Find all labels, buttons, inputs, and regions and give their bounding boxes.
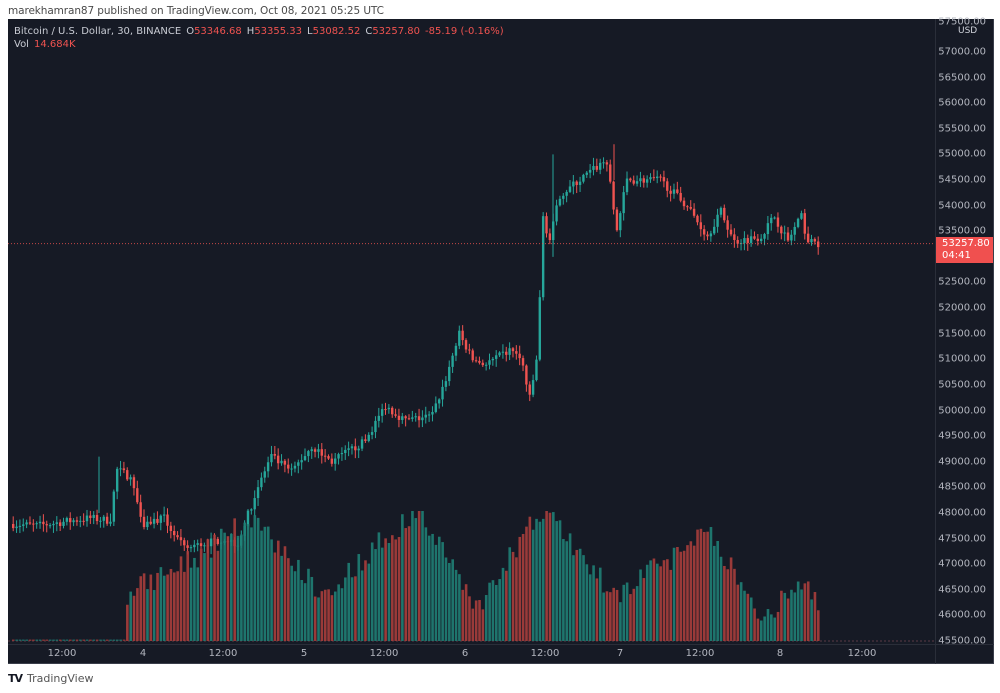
open-label: O <box>186 26 195 37</box>
price-tick-label: 47000.00 <box>938 558 986 570</box>
price-tick-label: 46000.00 <box>938 609 986 621</box>
chart-panel[interactable]: Bitcoin / U.S. Dollar, 30, BINANCE O53346… <box>8 16 994 664</box>
currency-label[interactable]: USD <box>956 26 980 36</box>
brand-name: TradingView <box>27 672 94 685</box>
volume-row: Vol 14.684K <box>14 38 509 51</box>
price-tick-label: 49000.00 <box>938 456 986 468</box>
bar-countdown: 04:41 <box>942 249 971 261</box>
price-tick-label: 45500.00 <box>938 635 986 647</box>
price-tick-label: 48500.00 <box>938 481 986 493</box>
high-value: 53355.33 <box>254 26 303 37</box>
tradingview-logo-icon: TV <box>8 672 23 685</box>
close-value: 53257.80 <box>372 26 421 37</box>
price-tick-label: 54500.00 <box>938 174 986 186</box>
time-axis[interactable]: 12:00 4 12:00 5 12:00 6 12:00 7 12:00 8 12:00 <box>8 644 935 664</box>
symbol-legend: Bitcoin / U.S. Dollar, 30, BINANCE O53346… <box>14 25 509 51</box>
time-tick-label: 5 <box>300 648 308 659</box>
tradingview-branding[interactable]: TV TradingView <box>8 672 94 685</box>
published-by-line: marekhamran87 published on TradingView.c… <box>8 5 384 17</box>
candlestick-plot[interactable] <box>8 19 935 644</box>
low-label: L <box>307 26 313 37</box>
price-tick-label: 51000.00 <box>938 353 986 365</box>
axis-corner <box>935 644 994 664</box>
price-tick-label: 50500.00 <box>938 379 986 391</box>
price-tick-label: 55500.00 <box>938 123 986 135</box>
price-tick-label: 48000.00 <box>938 507 986 519</box>
time-tick-label: 6 <box>461 648 469 659</box>
low-value: 53082.52 <box>312 26 361 37</box>
current-price-value: 53257.80 <box>942 237 990 249</box>
price-axis[interactable]: USD 57500.00 57000.00 56500.00 56000.00 5550… <box>935 16 994 647</box>
price-tick-label: 50000.00 <box>938 405 986 417</box>
change-value: -85.19 (-0.16%) <box>425 26 504 37</box>
time-tick-label: 12:00 <box>530 648 560 659</box>
volume-value: 14.684K <box>33 39 76 50</box>
price-tick-label: 47500.00 <box>938 533 986 545</box>
time-tick-label: 12:00 <box>208 648 238 659</box>
time-tick-label: 12:00 <box>685 648 715 659</box>
price-tick-label: 46500.00 <box>938 584 986 596</box>
time-tick-label: 4 <box>139 648 147 659</box>
time-tick-label: 12:00 <box>47 648 77 659</box>
high-label: H <box>246 26 255 37</box>
price-tick-label: 51500.00 <box>938 328 986 340</box>
time-tick-label: 12:00 <box>369 648 399 659</box>
price-tick-label: 52000.00 <box>938 302 986 314</box>
time-tick-label: 8 <box>776 648 784 659</box>
ohlc-row: Bitcoin / U.S. Dollar, 30, BINANCE O53346… <box>14 25 509 38</box>
symbol-title[interactable]: Bitcoin / U.S. Dollar, 30, BINANCE <box>14 26 182 37</box>
current-price-badge: 53257.80 04:41 <box>936 236 993 263</box>
price-tick-label: 56500.00 <box>938 72 986 84</box>
volume-label[interactable]: Vol <box>14 39 29 50</box>
price-tick-label: 49500.00 <box>938 430 986 442</box>
price-tick-label: 57500.00 <box>938 16 986 28</box>
price-tick-label: 54000.00 <box>938 200 986 212</box>
price-tick-label: 55000.00 <box>938 148 986 160</box>
time-tick-label: 7 <box>616 648 624 659</box>
close-label: C <box>365 26 373 37</box>
price-tick-label: 52500.00 <box>938 276 986 288</box>
price-tick-label: 53500.00 <box>938 225 986 237</box>
open-value: 53346.68 <box>194 26 242 37</box>
price-tick-label: 56000.00 <box>938 97 986 109</box>
time-tick-label: 12:00 <box>847 648 877 659</box>
price-tick-label: 57000.00 <box>938 46 986 58</box>
